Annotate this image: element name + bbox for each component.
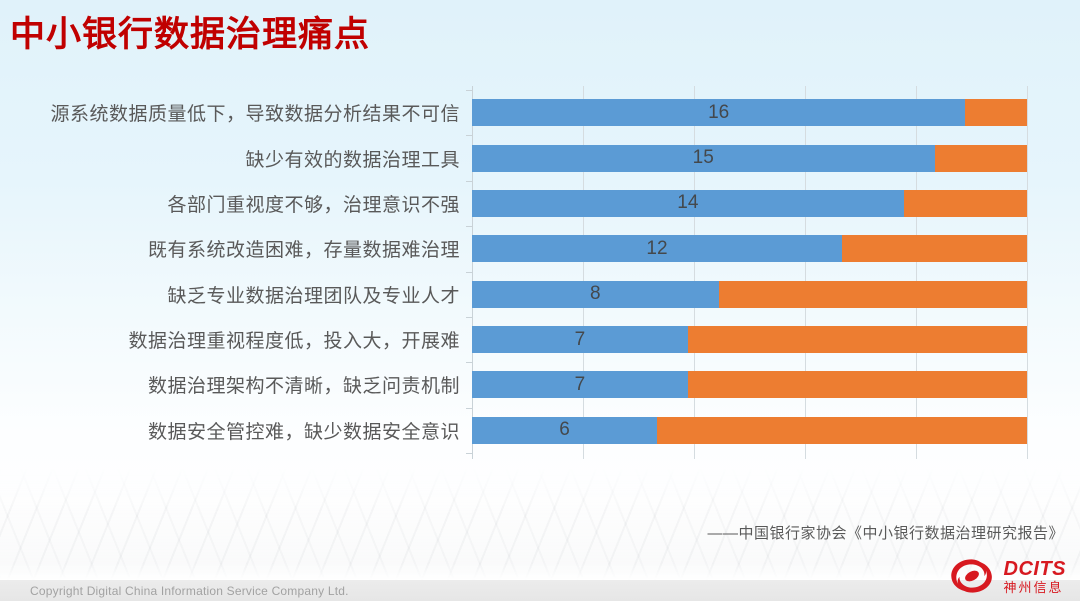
bar-segment-blue: 16 [472, 99, 966, 127]
logo-text-cn: 神州信息 [1003, 579, 1064, 595]
footer-bar: Copyright Digital China Information Serv… [0, 580, 1080, 601]
gridline [694, 86, 695, 459]
chart-row: 7 [472, 317, 1027, 362]
value-label: 7 [574, 373, 586, 395]
bar-segment-blue: 12 [472, 235, 842, 263]
value-label: 8 [590, 283, 601, 305]
value-label: 15 [692, 147, 714, 169]
source-citation: ——中国银行家协会《中小银行数据治理研究报告》 [707, 525, 1064, 542]
gridline [805, 86, 806, 459]
chart-row: 7 [472, 362, 1027, 407]
category-label: 源系统数据质量低下，导致数据分析结果不可信 [50, 104, 460, 126]
copyright-text: Copyright Digital China Information Serv… [30, 583, 349, 598]
y-axis-tick [466, 316, 472, 318]
chart-row: 8 [472, 272, 1027, 317]
chart-row: 12 [472, 226, 1027, 271]
bar-segment-blue: 14 [472, 189, 904, 217]
category-label: 缺乏专业数据治理团队及专业人才 [167, 285, 460, 307]
chart-bars: 16 15 14 12 8 7 7 6 [472, 90, 1027, 453]
value-label: 14 [677, 192, 699, 214]
dcits-logo: DCITS 神州信息 [946, 557, 1067, 595]
category-label: 既有系统改造困难，存量数据难治理 [147, 240, 460, 262]
y-axis-tick [466, 226, 472, 228]
y-axis-tick [466, 135, 472, 137]
bar-segment-blue: 7 [472, 371, 688, 399]
chart-row: 16 [472, 90, 1027, 135]
chart-row: 14 [472, 181, 1027, 226]
chart-row: 15 [472, 135, 1027, 180]
bar-segment-orange [903, 189, 1027, 217]
bar-segment-orange [842, 235, 1027, 263]
category-label: 缺少有效的数据治理工具 [245, 149, 460, 171]
value-label: 6 [559, 419, 570, 441]
y-axis-tick [466, 271, 472, 273]
gridline [583, 86, 584, 459]
bar-segment-orange [657, 416, 1027, 444]
bar-segment-orange [687, 326, 1027, 354]
bar-segment-blue: 7 [472, 326, 688, 354]
y-axis-tick [466, 453, 472, 454]
page-title: 中小银行数据治理痛点 [10, 15, 371, 54]
value-label: 7 [574, 328, 586, 350]
value-label: 12 [646, 237, 668, 259]
bar-segment-blue: 6 [472, 416, 657, 444]
gridline [1027, 86, 1028, 459]
bar-segment-orange [718, 280, 1027, 308]
category-label: 数据治理架构不清晰，缺乏问责机制 [147, 376, 460, 398]
bar-segment-orange [687, 371, 1027, 399]
pain-points-chart: 16 15 14 12 8 7 7 6 [466, 86, 1028, 459]
value-label: 16 [708, 101, 730, 123]
y-axis-tick [466, 90, 472, 91]
y-axis-tick [466, 407, 472, 409]
logo-text-en: DCITS [1003, 557, 1066, 580]
y-axis-tick [466, 180, 472, 182]
y-axis-tick [466, 362, 472, 364]
logo-swirl-icon [950, 559, 992, 593]
gridline [916, 86, 917, 459]
bar-segment-orange [934, 144, 1027, 172]
gridline [472, 86, 473, 459]
category-axis: 源系统数据质量低下，导致数据分析结果不可信缺少有效的数据治理工具各部门重视度不够… [0, 90, 460, 453]
category-label: 数据安全管控难，缺少数据安全意识 [147, 421, 460, 443]
bar-segment-blue: 15 [472, 144, 935, 172]
category-label: 数据治理重视程度低，投入大，开展难 [128, 331, 460, 353]
bar-segment-orange [965, 99, 1027, 127]
bar-segment-blue: 8 [472, 280, 719, 308]
chart-row: 6 [472, 408, 1027, 453]
category-label: 各部门重视度不够，治理意识不强 [167, 194, 460, 216]
